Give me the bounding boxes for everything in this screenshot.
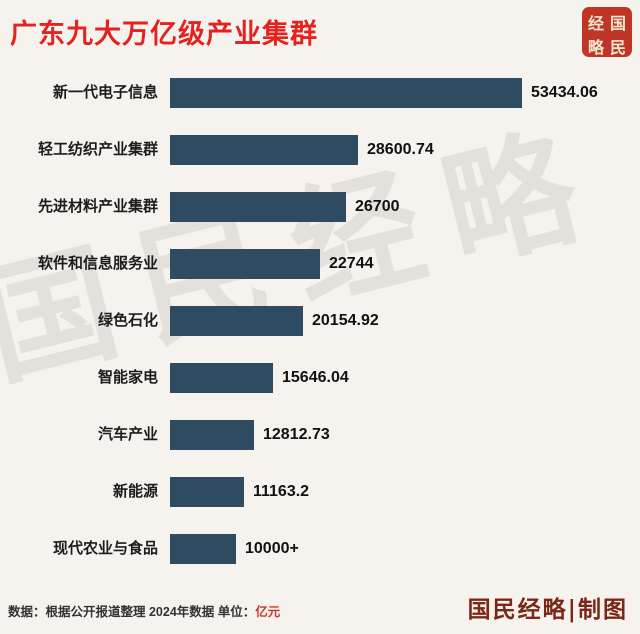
bar-track: 12812.73 [170, 419, 640, 450]
value-label: 53434.06 [531, 83, 598, 101]
bar [170, 419, 254, 450]
bar [170, 248, 320, 279]
value-label: 12812.73 [263, 425, 330, 443]
value-label: 15646.04 [282, 368, 349, 386]
category-label: 绿色石化 [97, 311, 158, 329]
bar-track: 28600.74 [170, 134, 640, 165]
category-label: 先进材料产业集群 [37, 197, 158, 215]
source-note: 数据：根据公开报道整理 2024年数据 单位：亿元 [8, 601, 280, 620]
bar [170, 191, 346, 222]
bar-row: 汽车产业 12812.73 [0, 406, 640, 463]
seal-char: 民 [609, 40, 626, 57]
bar [170, 134, 358, 165]
bar-track: 10000+ [170, 533, 640, 564]
bar-track: 53434.06 [170, 77, 640, 108]
value-label: 10000+ [245, 539, 299, 557]
seal-char: 经 [587, 16, 604, 33]
brand-seal: 经 国 略 民 [582, 7, 632, 57]
bar-row: 智能家电 15646.04 [0, 349, 640, 406]
category-label: 现代农业与食品 [52, 539, 158, 557]
bar [170, 362, 273, 393]
bar-row: 先进材料产业集群 26700 [0, 178, 640, 235]
value-label: 22744 [329, 254, 374, 272]
seal-char: 国 [609, 16, 626, 33]
footer: 数据：根据公开报道整理 2024年数据 单位：亿元 国民经略|制图 [0, 590, 640, 626]
header: 广东九大万亿级产业集群 经 国 略 民 [0, 0, 640, 62]
category-label: 汽车产业 [97, 425, 158, 443]
bar-row: 现代农业与食品 10000+ [0, 520, 640, 577]
bar-track: 11163.2 [170, 476, 640, 507]
category-label: 新能源 [112, 482, 158, 500]
bar-rows: 新一代电子信息 53434.06 轻工纺织产业集群 28600.74 先进材料产业集群 2… [0, 64, 640, 577]
bar-row: 新能源 11163.2 [0, 463, 640, 520]
bar-track: 20154.92 [170, 305, 640, 336]
value-label: 20154.92 [312, 311, 379, 329]
value-label: 26700 [355, 197, 400, 215]
unit-label: 亿元 [255, 605, 281, 619]
page-title: 广东九大万亿级产业集群 [10, 19, 318, 49]
bar-chart: 新一代电子信息 53434.06 轻工纺织产业集群 28600.74 先进材料产业集群 2… [0, 64, 640, 577]
value-label: 11163.2 [253, 482, 310, 500]
bar [170, 476, 244, 507]
bar-track: 26700 [170, 191, 640, 222]
bar-row: 软件和信息服务业 22744 [0, 235, 640, 292]
bar-row: 新一代电子信息 53434.06 [0, 64, 640, 121]
bar [170, 77, 522, 108]
bar [170, 305, 303, 336]
category-label: 轻工纺织产业集群 [37, 140, 158, 158]
bar-track: 22744 [170, 248, 640, 279]
bar [170, 533, 236, 564]
category-label: 新一代电子信息 [52, 83, 158, 101]
seal-char: 略 [587, 40, 604, 57]
credit-text: 国民经略|制图 [467, 596, 628, 623]
value-label: 28600.74 [367, 140, 434, 158]
source-note-text: 数据：根据公开报道整理 2024年数据 单位： [8, 605, 256, 619]
bar-track: 15646.04 [170, 362, 640, 393]
category-label: 软件和信息服务业 [37, 254, 158, 272]
category-label: 智能家电 [97, 368, 158, 386]
bar-row: 绿色石化 20154.92 [0, 292, 640, 349]
bar-row: 轻工纺织产业集群 28600.74 [0, 121, 640, 178]
